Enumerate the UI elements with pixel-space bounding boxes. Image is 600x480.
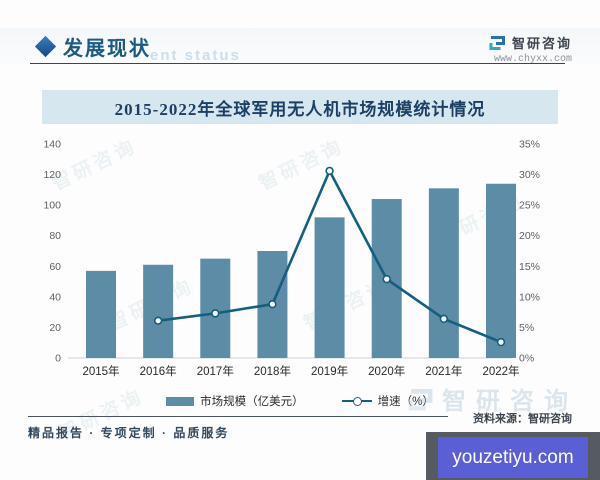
bar-swatch-icon bbox=[166, 396, 195, 406]
header-watermark-text: ent status bbox=[150, 47, 241, 64]
x-axis-label: 2019年 bbox=[311, 364, 348, 378]
bar-2015年 bbox=[86, 270, 116, 358]
right-axis-tick: 30% bbox=[519, 169, 540, 181]
line-swatch-icon bbox=[341, 396, 372, 406]
growth-point bbox=[153, 316, 163, 325]
growth-point bbox=[496, 337, 506, 347]
left-axis-tick: 140 bbox=[43, 139, 61, 151]
site-watermark-box: youzetiyu.com bbox=[438, 437, 588, 478]
chart-title: 2015-2022年全球军用无人机市场规模统计情况 bbox=[114, 99, 486, 119]
growth-point bbox=[325, 166, 334, 176]
legend-item-growth: 增速（%） bbox=[341, 393, 434, 409]
legend-line-label: 增速（%） bbox=[377, 396, 434, 408]
right-axis-tick: 20% bbox=[519, 230, 540, 242]
legend-bar-label: 市场规模（亿美元） bbox=[200, 396, 304, 408]
growth-point bbox=[211, 309, 220, 318]
x-axis-label: 2018年 bbox=[254, 364, 291, 378]
bar-2021年 bbox=[428, 188, 459, 358]
x-axis-label: 2016年 bbox=[140, 364, 177, 378]
brand-logo-icon bbox=[489, 36, 505, 50]
growth-point bbox=[439, 314, 449, 324]
bar-2017年 bbox=[200, 258, 231, 358]
brand-logo-icon bbox=[408, 388, 433, 410]
brand-name: 智研咨询 bbox=[511, 36, 572, 51]
right-axis-tick: 5% bbox=[519, 322, 534, 334]
data-source-text: 资料来源：智研咨询 bbox=[473, 413, 572, 425]
footer-logo-watermark-text: 智研咨询 bbox=[442, 388, 578, 415]
bar-2022年 bbox=[486, 183, 516, 358]
diamond-icon bbox=[34, 35, 57, 58]
left-axis-tick: 20 bbox=[49, 322, 61, 334]
left-axis-tick: 120 bbox=[43, 169, 61, 181]
left-axis-tick: 100 bbox=[43, 200, 61, 212]
bar-2016年 bbox=[143, 264, 174, 358]
chart-legend: 市场规模（亿美元） 增速（%） bbox=[0, 393, 600, 409]
header-divider bbox=[30, 63, 565, 64]
left-axis-tick: 80 bbox=[49, 230, 61, 242]
right-axis-tick: 15% bbox=[519, 261, 540, 273]
section-header: 发展现状 bbox=[34, 32, 151, 61]
right-axis-tick: 25% bbox=[519, 200, 540, 212]
right-axis-tick: 35% bbox=[519, 139, 540, 151]
growth-point bbox=[382, 274, 391, 284]
x-axis-label: 2022年 bbox=[482, 364, 519, 378]
growth-point bbox=[268, 299, 277, 309]
bar-2019年 bbox=[314, 217, 345, 358]
x-axis-label: 2015年 bbox=[82, 364, 119, 378]
section-title: 发展现状 bbox=[63, 38, 151, 60]
x-axis-label: 2020年 bbox=[368, 364, 405, 378]
x-axis-label: 2017年 bbox=[197, 364, 234, 378]
brand-block: 智研咨询 www.chyxx.com bbox=[489, 33, 572, 65]
brand-url[interactable]: www.chyxx.com bbox=[493, 54, 572, 65]
footer-divider bbox=[28, 416, 448, 417]
left-axis-tick: 40 bbox=[49, 291, 61, 303]
combo-chart: 0 20 40 60 80 100 120 140 0% 5% 10% 15% 20% 25% 30% 35%… bbox=[35, 133, 565, 395]
legend-item-market-size: 市场规模（亿美元） bbox=[166, 393, 304, 409]
footer-logo-watermark: 智研咨询 bbox=[408, 381, 578, 416]
chart-title-band: 2015-2022年全球军用无人机市场规模统计情况 bbox=[42, 90, 558, 124]
right-axis-tick: 10% bbox=[519, 291, 540, 303]
x-axis-label: 2021年 bbox=[425, 364, 462, 378]
site-watermark-text: youzetiyu.com bbox=[452, 446, 574, 468]
footer-slogan: 精品报告 · 专项定制 · 品质服务 bbox=[28, 426, 230, 440]
right-axis-tick: 0% bbox=[519, 353, 534, 365]
left-axis-tick: 60 bbox=[49, 261, 61, 273]
left-axis-tick: 0 bbox=[55, 353, 61, 365]
